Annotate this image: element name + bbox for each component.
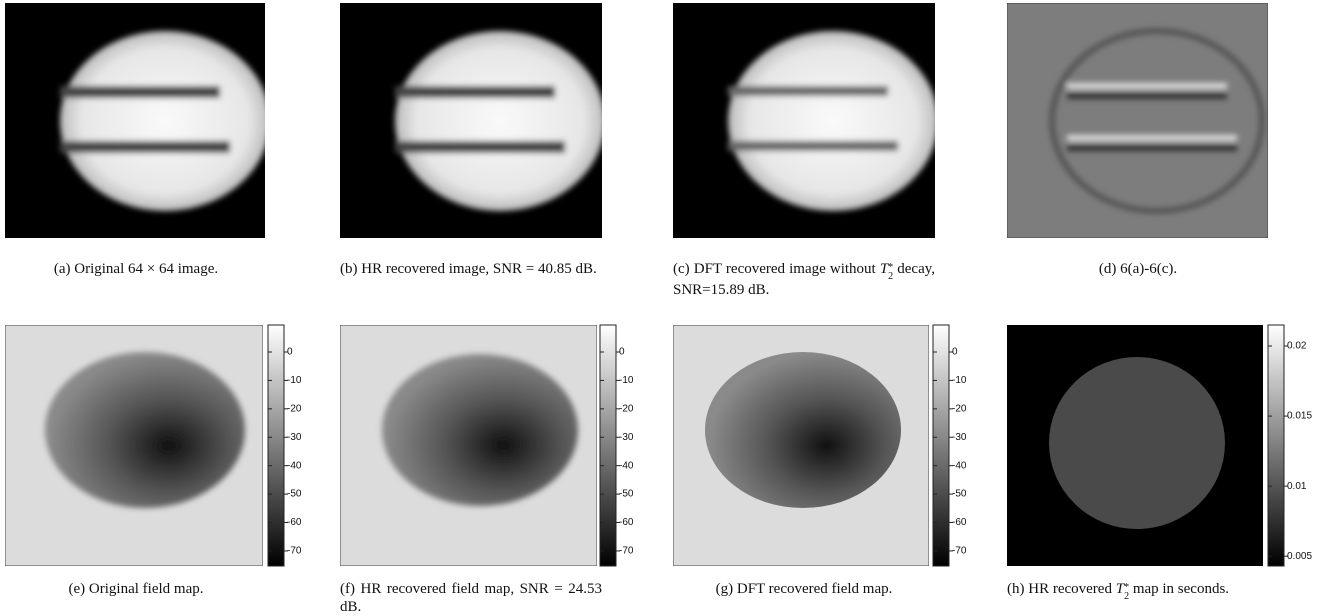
image-d bbox=[1007, 3, 1268, 238]
caption-text: map in seconds. bbox=[1132, 581, 1230, 597]
caption-a: (a) Original 64 × 64 image. bbox=[5, 260, 267, 278]
colorbar-tick-label: -30 bbox=[287, 432, 302, 443]
caption-label: (h) bbox=[1007, 581, 1025, 597]
caption-label: (a) bbox=[53, 261, 71, 277]
colorbar-tick-label: -50 bbox=[287, 489, 302, 500]
colorbar-tick-label: 0.015 bbox=[1287, 411, 1312, 422]
caption-label: (g) bbox=[715, 581, 734, 597]
image-e bbox=[5, 325, 263, 566]
colorbar-tick-label: -70 bbox=[952, 546, 967, 557]
colorbar-tick-label: -30 bbox=[619, 432, 634, 443]
caption-text: HR recovered bbox=[1028, 581, 1112, 597]
colorbar-tick-label: -50 bbox=[952, 489, 967, 500]
colorbar-tick-label: 0 bbox=[619, 347, 625, 358]
colorbar-tick-label: -30 bbox=[952, 432, 967, 443]
colorbar-tick-label: -60 bbox=[287, 517, 302, 528]
caption-f: (f) HR recovered field map, SNR = 24.53 … bbox=[340, 580, 602, 616]
image-c bbox=[673, 3, 935, 238]
colorbar-tick-label: -10 bbox=[619, 375, 634, 386]
caption-label: (f) bbox=[340, 581, 355, 597]
caption-d: (d) 6(a)-6(c). bbox=[1007, 260, 1269, 278]
colorbar-tick-label: -20 bbox=[952, 403, 967, 414]
caption-text: 6(a)-6(c). bbox=[1120, 261, 1178, 277]
caption-label: (b) bbox=[340, 261, 358, 277]
caption-math-sub: 2 bbox=[888, 271, 894, 282]
colorbar-tick-label: -10 bbox=[287, 375, 302, 386]
colorbar bbox=[599, 324, 617, 567]
caption-math: T bbox=[1115, 581, 1125, 597]
colorbar-tick-label: -70 bbox=[287, 546, 302, 557]
colorbar-tick-label: -40 bbox=[287, 460, 302, 471]
caption-text: HR recovered field map, SNR = 24.53 dB. bbox=[340, 581, 602, 615]
colorbar-tick-label: -10 bbox=[952, 375, 967, 386]
image-h bbox=[1007, 325, 1263, 566]
caption-label: (e) bbox=[68, 581, 86, 597]
caption-math-sup: * bbox=[888, 262, 894, 273]
caption-c: (c) DFT recovered image without T* 2 deca… bbox=[673, 260, 935, 299]
caption-math-sup: * bbox=[1124, 582, 1130, 593]
caption-text: DFT recovered image without bbox=[693, 261, 876, 277]
colorbar bbox=[1267, 324, 1285, 567]
colorbar-tick-label: 0.005 bbox=[1287, 551, 1312, 562]
colorbar-tick-label: -20 bbox=[619, 403, 634, 414]
caption-text: Original 64 × 64 image. bbox=[74, 261, 219, 277]
colorbar-tick-label: -70 bbox=[619, 546, 634, 557]
caption-label: (c) bbox=[673, 261, 690, 277]
colorbar-tick-label: 0 bbox=[952, 347, 958, 358]
colorbar bbox=[267, 324, 285, 567]
caption-text: HR recovered image, SNR = 40.85 dB. bbox=[361, 261, 597, 277]
colorbar-tick-label: 0.01 bbox=[1287, 481, 1307, 492]
colorbar-tick-label: -50 bbox=[619, 489, 634, 500]
colorbar-tick-label: 0 bbox=[287, 347, 293, 358]
colorbar-tick-label: -60 bbox=[952, 517, 967, 528]
colorbar bbox=[932, 324, 950, 567]
caption-text: DFT recovered field map. bbox=[736, 581, 893, 597]
colorbars: 0 -10 -20 -30 -40 -50 -60 -70 0 -10 -20 -30 -40 -50 -6… bbox=[267, 324, 1312, 567]
caption-g: (g) DFT recovered field map. bbox=[673, 580, 935, 598]
caption-e: (e) Original field map. bbox=[5, 580, 267, 598]
colorbar-tick-label: -40 bbox=[952, 460, 967, 471]
colorbar-tick-label: 0.02 bbox=[1287, 341, 1307, 352]
caption-text: Original field map. bbox=[88, 581, 204, 597]
colorbar-tick-label: -40 bbox=[619, 460, 634, 471]
caption-h: (h) HR recovered T* 2 map in seconds. bbox=[1007, 580, 1269, 602]
image-g bbox=[673, 325, 929, 566]
caption-text: decay, SNR=15.89 dB. bbox=[673, 261, 935, 298]
caption-math-sub: 2 bbox=[1124, 591, 1130, 602]
caption-math: T bbox=[879, 261, 889, 277]
image-a bbox=[5, 3, 265, 238]
colorbar-tick-label: -60 bbox=[619, 517, 634, 528]
caption-label: (d) bbox=[1098, 261, 1117, 277]
page: 0 -10 -20 -30 -40 -50 -60 -70 0 -10 -20 -30 -40 -50 -6… bbox=[5, 3, 1313, 615]
image-f bbox=[340, 325, 597, 566]
image-b bbox=[340, 3, 602, 238]
caption-b: (b) HR recovered image, SNR = 40.85 dB. bbox=[340, 260, 602, 278]
colorbar-tick-label: -20 bbox=[287, 403, 302, 414]
